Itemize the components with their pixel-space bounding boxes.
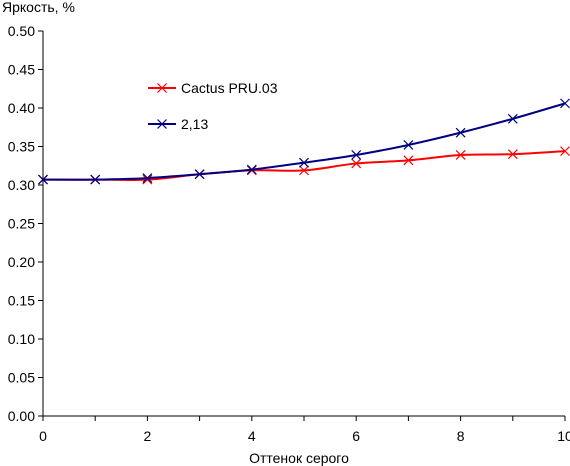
legend: Cactus PRU.03 2,13 <box>148 80 278 132</box>
legend-entry: 2,13 <box>148 116 208 132</box>
y-tick-label: 0.30 <box>8 177 35 193</box>
x-axis-title: Оттенок серого <box>249 450 349 466</box>
axes <box>42 31 565 417</box>
legend-label: 2,13 <box>181 116 208 132</box>
series-1 <box>38 98 570 185</box>
series-1-point <box>507 113 518 124</box>
x-tick-label: 2 <box>144 428 152 444</box>
series-0-point <box>403 155 414 166</box>
series-1-point <box>455 127 466 138</box>
series-0-point <box>507 149 518 160</box>
series-1-point <box>351 150 362 160</box>
x-tick-label: 0 <box>39 428 47 444</box>
series-1-line <box>42 102 566 181</box>
series-1-point <box>90 174 101 185</box>
x-tick-label: 6 <box>352 428 360 444</box>
y-tick-label: 0.35 <box>8 139 35 155</box>
y-tick-label: 0.50 <box>8 23 35 39</box>
x-tick-label: 4 <box>248 428 256 444</box>
series-1-point <box>142 173 153 183</box>
series-1-point <box>38 174 48 185</box>
y-tick-label: 0.45 <box>8 62 35 78</box>
series-1-point <box>299 157 309 168</box>
series-1-point <box>194 169 205 180</box>
y-ticks: 0.00 0.05 0.10 0.15 0.20 0.25 0.30 0.35 0.40 0.45… <box>8 23 43 424</box>
y-tick-label: 0.25 <box>8 216 35 232</box>
legend-marker <box>157 83 167 93</box>
series-1-point <box>560 98 570 109</box>
series-0-point <box>560 146 570 157</box>
y-tick-label: 0.10 <box>8 331 35 347</box>
y-tick-label: 0.05 <box>8 370 35 386</box>
x-ticks: 0 2 4 6 8 10 <box>39 416 570 444</box>
y-tick-label: 0.40 <box>8 100 35 116</box>
series-0-point <box>142 174 153 185</box>
series-1-point <box>246 164 257 175</box>
legend-entry: Cactus PRU.03 <box>148 80 278 96</box>
series-layer <box>38 98 570 185</box>
series-0-point <box>351 158 362 169</box>
legend-label: Cactus PRU.03 <box>181 80 278 96</box>
y-axis-title: Яркость, % <box>2 0 75 15</box>
y-tick-label: 0.00 <box>8 408 35 424</box>
series-0-point <box>299 165 309 176</box>
series-0-point <box>455 150 466 160</box>
y-tick-label: 0.15 <box>8 293 35 309</box>
series-0-line <box>42 150 566 182</box>
x-tick-label: 10 <box>557 428 570 444</box>
y-tick-label: 0.20 <box>8 254 35 270</box>
legend-marker <box>157 119 167 129</box>
series-1-point <box>403 140 414 150</box>
x-tick-label: 8 <box>457 428 465 444</box>
